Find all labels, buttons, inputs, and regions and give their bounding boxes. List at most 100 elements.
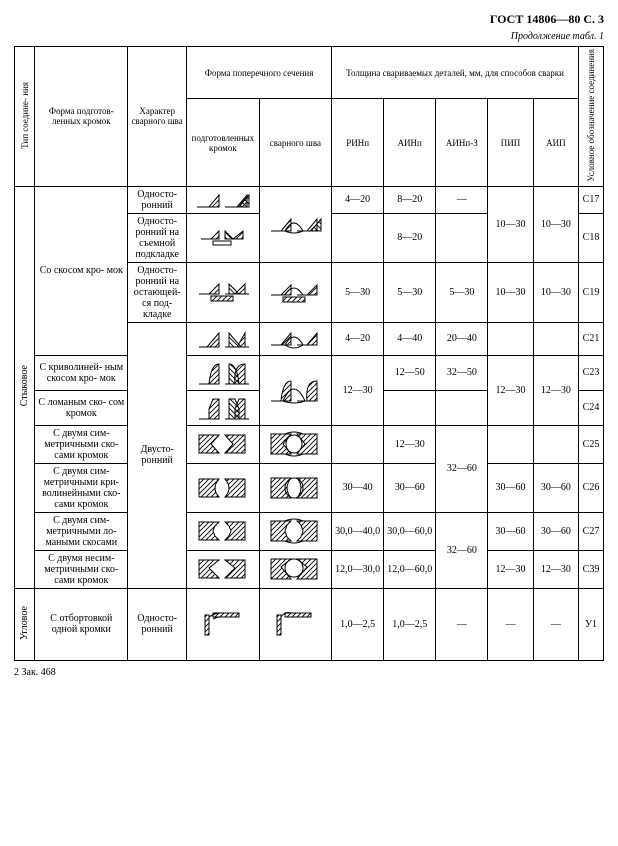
th-thick: Толщина свариваемых деталей, мм, для спо… [332, 47, 579, 99]
table-row: С двумя сим- метричными ско- сами кромок… [15, 425, 604, 463]
th-ainp: АИНп [384, 99, 436, 186]
cell-rinp: 30,0—40,0 [332, 512, 384, 550]
cell-rinp: 4—20 [332, 322, 384, 355]
cell-rinp: 4—20 [332, 186, 384, 213]
cell-code: С21 [579, 322, 604, 355]
cell-aip: 30—60 [533, 463, 578, 512]
diagram-prep [187, 425, 259, 463]
cell-prep-dvumlom: С двумя сим- метричными ло- маными скоса… [35, 512, 128, 550]
cell-ainp: 8—20 [384, 213, 436, 262]
diagram-weld [259, 550, 332, 588]
th-form-weld: сварного шва [259, 99, 332, 186]
table-row: С двумя несим- метричными ско- сами кром… [15, 550, 604, 588]
cell-pip: — [488, 588, 533, 660]
cell-char: Двусто- ронний [128, 322, 187, 588]
th-pip: ПИП [488, 99, 533, 186]
cell-aip: 30—60 [533, 512, 578, 550]
page-footer: 2 Зак. 468 [14, 667, 604, 678]
cell-code: У1 [579, 588, 604, 660]
cell-prep-otbort: С отбортовкой одной кромки [35, 588, 128, 660]
cell-ainp: 8—20 [384, 186, 436, 213]
diagram-prep [187, 262, 259, 322]
cell-aip [533, 322, 578, 355]
cell-type-ugol: Угловое [15, 588, 35, 660]
cell-pip: 10—30 [488, 262, 533, 322]
diagram-prep [187, 213, 259, 262]
cell-ainp [384, 390, 436, 425]
cell-prep-skos: Со скосом кро- мок [35, 186, 128, 355]
cell-code: С39 [579, 550, 604, 588]
cell-ainp: 30—60 [384, 463, 436, 512]
cell-aip [533, 425, 578, 463]
cell-rinp: 12,0—30,0 [332, 550, 384, 588]
cell-pip [488, 322, 533, 355]
diagram-prep [187, 463, 259, 512]
cell-code: С17 [579, 186, 604, 213]
th-type: Тип соедине- ния [15, 47, 35, 187]
cell-ainp: 5—30 [384, 262, 436, 322]
th-rinp: РИНп [332, 99, 384, 186]
diagram-weld [259, 355, 332, 425]
diagram-prep [187, 355, 259, 390]
diagram-weld [259, 588, 332, 660]
cell-rinp [332, 213, 384, 262]
cell-ainp3: 20—40 [436, 322, 488, 355]
cell-ainp: 12—50 [384, 355, 436, 390]
diagram-prep [187, 550, 259, 588]
cell-char: Односто- ронний [128, 186, 187, 213]
cell-aip: 10—30 [533, 262, 578, 322]
cell-ainp: 4—40 [384, 322, 436, 355]
cell-ainp3: 5—30 [436, 262, 488, 322]
th-char: Характер сварного шва [128, 47, 187, 187]
cell-pip [488, 425, 533, 463]
cell-aip: 10—30 [533, 186, 578, 262]
cell-type-styk: Стыковое [15, 186, 35, 588]
cell-pip: 30—60 [488, 512, 533, 550]
diagram-prep [187, 186, 259, 213]
cell-code: С23 [579, 355, 604, 390]
cell-rinp [332, 425, 384, 463]
th-prep: Форма подготов- ленных кромок [35, 47, 128, 187]
cell-code: С24 [579, 390, 604, 425]
th-aip: АИП [533, 99, 578, 186]
cell-prep-krivo: С криволиней- ным скосом кро- мок [35, 355, 128, 390]
cell-code: С26 [579, 463, 604, 512]
diagram-weld [259, 186, 332, 262]
th-form: Форма поперечного сечения [187, 47, 332, 99]
cell-code: С19 [579, 262, 604, 322]
th-ainp3: АИНп-З [436, 99, 488, 186]
table-row: Угловое С отбортовкой одной кромки Однос… [15, 588, 604, 660]
cell-pip: 12—30 [488, 550, 533, 588]
cell-rinp: 12—30 [332, 355, 384, 425]
cell-pip: 12—30 [488, 355, 533, 425]
cell-ainp3 [436, 390, 488, 425]
cell-rinp: 30—40 [332, 463, 384, 512]
table-row: С двумя сим- метричными кри- волинейными… [15, 463, 604, 512]
cell-aip: — [533, 588, 578, 660]
diagram-prep [187, 322, 259, 355]
th-form-prep: подготовленных кромок [187, 99, 259, 186]
cell-rinp: 5—30 [332, 262, 384, 322]
table-continuation: Продолжение табл. 1 [14, 31, 604, 42]
cell-ainp: 12,0—60,0 [384, 550, 436, 588]
cell-rinp: 1,0—2,5 [332, 588, 384, 660]
cell-code: С27 [579, 512, 604, 550]
diagram-weld [259, 425, 332, 463]
th-code: Условное обозначение соединения [579, 47, 604, 187]
cell-char: Односто- ронний [128, 588, 187, 660]
diagram-weld [259, 322, 332, 355]
table-row: С двумя сим- метричными ло- маными скоса… [15, 512, 604, 550]
diagram-weld [259, 262, 332, 322]
table-row: Стыковое Со скосом кро- мок Односто- рон… [15, 186, 604, 213]
diagram-weld [259, 463, 332, 512]
cell-pip: 10—30 [488, 186, 533, 262]
diagram-prep [187, 512, 259, 550]
page-header: ГОСТ 14806—80 С. 3 [14, 12, 604, 27]
gost-table: Тип соедине- ния Форма подготов- ленных … [14, 46, 604, 661]
diagram-prep [187, 390, 259, 425]
cell-aip: 12—30 [533, 550, 578, 588]
diagram-prep [187, 588, 259, 660]
cell-code: С18 [579, 213, 604, 262]
diagram-weld [259, 512, 332, 550]
cell-ainp: 30,0—60,0 [384, 512, 436, 550]
